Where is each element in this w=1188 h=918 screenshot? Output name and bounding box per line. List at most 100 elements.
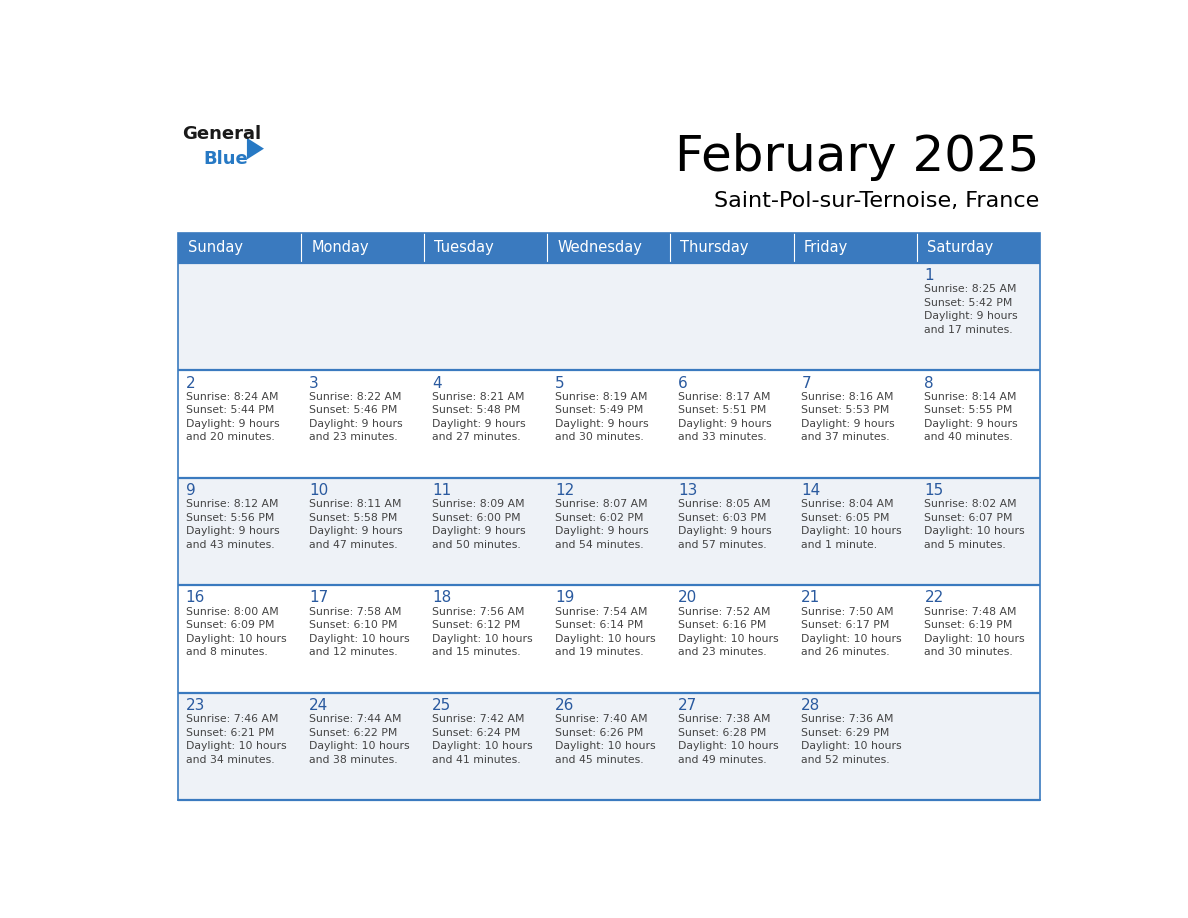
- Text: Sunrise: 7:56 AM
Sunset: 6:12 PM
Daylight: 10 hours
and 15 minutes.: Sunrise: 7:56 AM Sunset: 6:12 PM Dayligh…: [432, 607, 532, 657]
- Text: Sunrise: 8:24 AM
Sunset: 5:44 PM
Daylight: 9 hours
and 20 minutes.: Sunrise: 8:24 AM Sunset: 5:44 PM Dayligh…: [185, 392, 279, 442]
- Text: Sunrise: 8:21 AM
Sunset: 5:48 PM
Daylight: 9 hours
and 27 minutes.: Sunrise: 8:21 AM Sunset: 5:48 PM Dayligh…: [432, 392, 525, 442]
- Bar: [424, 263, 548, 370]
- Text: Blue: Blue: [203, 150, 248, 168]
- Text: Sunrise: 7:52 AM
Sunset: 6:16 PM
Daylight: 10 hours
and 23 minutes.: Sunrise: 7:52 AM Sunset: 6:16 PM Dayligh…: [678, 607, 779, 657]
- Text: Tuesday: Tuesday: [435, 241, 494, 255]
- Text: Sunrise: 8:04 AM
Sunset: 6:05 PM
Daylight: 10 hours
and 1 minute.: Sunrise: 8:04 AM Sunset: 6:05 PM Dayligh…: [801, 499, 902, 550]
- Bar: [917, 370, 1040, 477]
- Bar: [178, 585, 301, 692]
- Bar: [670, 263, 794, 370]
- Text: 22: 22: [924, 590, 943, 606]
- Text: Sunrise: 7:48 AM
Sunset: 6:19 PM
Daylight: 10 hours
and 30 minutes.: Sunrise: 7:48 AM Sunset: 6:19 PM Dayligh…: [924, 607, 1025, 657]
- Text: Sunrise: 8:25 AM
Sunset: 5:42 PM
Daylight: 9 hours
and 17 minutes.: Sunrise: 8:25 AM Sunset: 5:42 PM Dayligh…: [924, 285, 1018, 335]
- Bar: [424, 477, 548, 585]
- Text: Sunrise: 8:17 AM
Sunset: 5:51 PM
Daylight: 9 hours
and 33 minutes.: Sunrise: 8:17 AM Sunset: 5:51 PM Dayligh…: [678, 392, 772, 442]
- Bar: [917, 233, 1040, 263]
- Text: 20: 20: [678, 590, 697, 606]
- Text: 17: 17: [309, 590, 328, 606]
- Bar: [424, 370, 548, 477]
- Bar: [301, 692, 424, 800]
- Text: Sunrise: 7:46 AM
Sunset: 6:21 PM
Daylight: 10 hours
and 34 minutes.: Sunrise: 7:46 AM Sunset: 6:21 PM Dayligh…: [185, 714, 286, 765]
- Bar: [178, 692, 301, 800]
- Text: 9: 9: [185, 483, 196, 498]
- Bar: [917, 263, 1040, 370]
- Text: 23: 23: [185, 698, 206, 713]
- Text: Sunrise: 7:40 AM
Sunset: 6:26 PM
Daylight: 10 hours
and 45 minutes.: Sunrise: 7:40 AM Sunset: 6:26 PM Dayligh…: [555, 714, 656, 765]
- Text: Sunrise: 7:50 AM
Sunset: 6:17 PM
Daylight: 10 hours
and 26 minutes.: Sunrise: 7:50 AM Sunset: 6:17 PM Dayligh…: [801, 607, 902, 657]
- Bar: [301, 585, 424, 692]
- Bar: [178, 233, 301, 263]
- Text: 3: 3: [309, 375, 318, 390]
- Bar: [301, 370, 424, 477]
- Bar: [548, 692, 670, 800]
- Text: 25: 25: [432, 698, 451, 713]
- Bar: [548, 477, 670, 585]
- Bar: [794, 263, 917, 370]
- Bar: [670, 233, 794, 263]
- Bar: [301, 263, 424, 370]
- Text: Sunrise: 8:11 AM
Sunset: 5:58 PM
Daylight: 9 hours
and 47 minutes.: Sunrise: 8:11 AM Sunset: 5:58 PM Dayligh…: [309, 499, 403, 550]
- Bar: [178, 477, 301, 585]
- Text: Sunrise: 7:58 AM
Sunset: 6:10 PM
Daylight: 10 hours
and 12 minutes.: Sunrise: 7:58 AM Sunset: 6:10 PM Dayligh…: [309, 607, 410, 657]
- Bar: [794, 370, 917, 477]
- Bar: [548, 370, 670, 477]
- Text: Sunrise: 8:19 AM
Sunset: 5:49 PM
Daylight: 9 hours
and 30 minutes.: Sunrise: 8:19 AM Sunset: 5:49 PM Dayligh…: [555, 392, 649, 442]
- Text: Sunrise: 8:09 AM
Sunset: 6:00 PM
Daylight: 9 hours
and 50 minutes.: Sunrise: 8:09 AM Sunset: 6:00 PM Dayligh…: [432, 499, 525, 550]
- Text: 1: 1: [924, 268, 934, 283]
- Text: Sunrise: 8:05 AM
Sunset: 6:03 PM
Daylight: 9 hours
and 57 minutes.: Sunrise: 8:05 AM Sunset: 6:03 PM Dayligh…: [678, 499, 772, 550]
- Text: Sunrise: 8:12 AM
Sunset: 5:56 PM
Daylight: 9 hours
and 43 minutes.: Sunrise: 8:12 AM Sunset: 5:56 PM Dayligh…: [185, 499, 279, 550]
- Bar: [548, 233, 670, 263]
- Bar: [301, 477, 424, 585]
- Bar: [424, 692, 548, 800]
- Text: 27: 27: [678, 698, 697, 713]
- Text: 4: 4: [432, 375, 442, 390]
- Bar: [794, 233, 917, 263]
- Text: Sunday: Sunday: [188, 241, 244, 255]
- Text: 15: 15: [924, 483, 943, 498]
- Text: Sunrise: 8:14 AM
Sunset: 5:55 PM
Daylight: 9 hours
and 40 minutes.: Sunrise: 8:14 AM Sunset: 5:55 PM Dayligh…: [924, 392, 1018, 442]
- Text: Sunrise: 8:00 AM
Sunset: 6:09 PM
Daylight: 10 hours
and 8 minutes.: Sunrise: 8:00 AM Sunset: 6:09 PM Dayligh…: [185, 607, 286, 657]
- Text: 10: 10: [309, 483, 328, 498]
- Text: Sunrise: 7:36 AM
Sunset: 6:29 PM
Daylight: 10 hours
and 52 minutes.: Sunrise: 7:36 AM Sunset: 6:29 PM Dayligh…: [801, 714, 902, 765]
- Text: 24: 24: [309, 698, 328, 713]
- Bar: [178, 370, 301, 477]
- Bar: [670, 477, 794, 585]
- Bar: [670, 692, 794, 800]
- Bar: [424, 233, 548, 263]
- Text: 13: 13: [678, 483, 697, 498]
- Bar: [917, 692, 1040, 800]
- Text: 7: 7: [801, 375, 811, 390]
- Text: 16: 16: [185, 590, 206, 606]
- Text: 19: 19: [555, 590, 575, 606]
- Text: 6: 6: [678, 375, 688, 390]
- Text: Sunrise: 8:22 AM
Sunset: 5:46 PM
Daylight: 9 hours
and 23 minutes.: Sunrise: 8:22 AM Sunset: 5:46 PM Dayligh…: [309, 392, 403, 442]
- Bar: [178, 233, 1040, 800]
- Text: Sunrise: 8:07 AM
Sunset: 6:02 PM
Daylight: 9 hours
and 54 minutes.: Sunrise: 8:07 AM Sunset: 6:02 PM Dayligh…: [555, 499, 649, 550]
- Text: 2: 2: [185, 375, 195, 390]
- Text: 11: 11: [432, 483, 451, 498]
- Text: 14: 14: [801, 483, 821, 498]
- Bar: [178, 263, 301, 370]
- Text: 8: 8: [924, 375, 934, 390]
- Bar: [794, 692, 917, 800]
- Bar: [670, 585, 794, 692]
- Text: 21: 21: [801, 590, 821, 606]
- Text: Sunrise: 8:02 AM
Sunset: 6:07 PM
Daylight: 10 hours
and 5 minutes.: Sunrise: 8:02 AM Sunset: 6:07 PM Dayligh…: [924, 499, 1025, 550]
- Bar: [548, 263, 670, 370]
- Text: 28: 28: [801, 698, 821, 713]
- Bar: [794, 585, 917, 692]
- Bar: [424, 585, 548, 692]
- Bar: [548, 585, 670, 692]
- Bar: [917, 585, 1040, 692]
- Text: Sunrise: 7:54 AM
Sunset: 6:14 PM
Daylight: 10 hours
and 19 minutes.: Sunrise: 7:54 AM Sunset: 6:14 PM Dayligh…: [555, 607, 656, 657]
- Text: 5: 5: [555, 375, 564, 390]
- Text: 12: 12: [555, 483, 574, 498]
- Text: Friday: Friday: [803, 241, 848, 255]
- Bar: [301, 233, 424, 263]
- Bar: [794, 477, 917, 585]
- Text: 18: 18: [432, 590, 451, 606]
- Text: Thursday: Thursday: [681, 241, 748, 255]
- Text: General: General: [182, 126, 261, 143]
- Text: Saint-Pol-sur-Ternoise, France: Saint-Pol-sur-Ternoise, France: [714, 191, 1040, 211]
- Bar: [670, 370, 794, 477]
